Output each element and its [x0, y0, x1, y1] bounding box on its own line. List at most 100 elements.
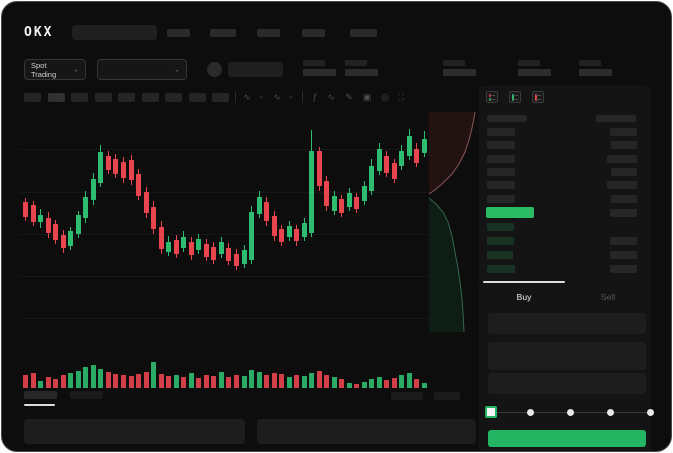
timeframe-pill-5[interactable]	[118, 93, 135, 102]
volume-bar	[204, 375, 209, 388]
draw-pencil-icon[interactable]: ✎	[345, 92, 353, 102]
tab-sell[interactable]: Sell	[600, 292, 616, 302]
ask-row-amount[interactable]	[610, 128, 637, 136]
nav-item-4[interactable]	[302, 29, 325, 37]
orderbook-bids-view-icon[interactable]	[509, 91, 521, 103]
candle	[399, 151, 404, 166]
total-input[interactable]	[488, 373, 646, 394]
volume-bar	[309, 373, 314, 388]
candle-wick	[221, 237, 222, 258]
orderbook-split-view-icon[interactable]	[486, 91, 498, 103]
bid-row-price[interactable]	[487, 223, 514, 231]
candle	[422, 139, 427, 153]
nav-item-3[interactable]	[257, 29, 280, 37]
fullscreen-icon[interactable]: ⛶	[397, 92, 405, 102]
volume-bar	[302, 376, 307, 388]
timeframe-pill-1[interactable]	[24, 93, 41, 102]
camera-snapshot-icon[interactable]: ▣	[362, 92, 372, 102]
pair-selector-dropdown[interactable]: ⌄	[97, 59, 187, 80]
volume-bar	[31, 373, 36, 388]
slider-stop-100[interactable]	[646, 408, 654, 416]
bottom-field-right[interactable]	[257, 419, 476, 444]
ask-row-price[interactable]	[487, 141, 515, 149]
slider-handle[interactable]	[485, 406, 497, 418]
bid-row-amount[interactable]	[610, 237, 637, 245]
settings-gear-icon[interactable]: ◎	[381, 92, 389, 102]
volume-bar	[339, 379, 344, 388]
bid-row-price[interactable]	[487, 251, 513, 259]
ticker-stat-1	[303, 60, 336, 76]
compare-icon[interactable]: ∿	[273, 92, 281, 102]
timeframe-pill-6[interactable]	[141, 93, 159, 102]
ask-row-amount[interactable]	[611, 195, 637, 203]
candle-wick	[319, 147, 320, 191]
candle	[189, 242, 194, 255]
ask-row-amount[interactable]	[607, 181, 637, 189]
bottom-action-1[interactable]	[391, 392, 423, 400]
bottom-tab-order-history[interactable]	[70, 391, 103, 399]
pair-coin-avatar[interactable]	[207, 62, 222, 77]
search-input[interactable]	[72, 25, 157, 40]
ticker-stat-4	[518, 60, 551, 76]
market-type-dropdown[interactable]: Spot Trading ⌄	[24, 59, 86, 80]
candle	[113, 159, 118, 174]
ask-row-amount[interactable]	[607, 155, 637, 163]
timeframe-pill-2[interactable]	[47, 93, 65, 102]
bid-row-amount[interactable]	[610, 251, 637, 259]
price-input[interactable]	[488, 313, 646, 334]
volume-bar	[23, 375, 28, 388]
volume-bar	[196, 378, 201, 388]
ask-row-price[interactable]	[487, 155, 515, 163]
timeframe-pill-7[interactable]	[165, 93, 182, 102]
slider-stop-50[interactable]	[567, 408, 574, 416]
ask-row-price[interactable]	[487, 128, 515, 136]
ask-row-amount[interactable]	[611, 141, 637, 149]
candle-wick	[161, 221, 162, 254]
candle	[151, 207, 156, 229]
volume-bar	[422, 383, 427, 388]
tab-buy[interactable]: Buy	[516, 292, 532, 302]
ask-row-price[interactable]	[487, 181, 515, 189]
timeframe-pill-9[interactable]	[212, 93, 229, 102]
candle	[53, 224, 58, 240]
indicators-icon[interactable]: ƒ	[312, 92, 318, 102]
volume-bar	[68, 373, 73, 388]
nav-item-5[interactable]	[350, 29, 377, 37]
okx-logo[interactable]: OKX	[24, 25, 54, 40]
volume-bar	[279, 374, 284, 388]
ask-row-price[interactable]	[487, 195, 515, 203]
chevron-down-icon[interactable]: ⌄	[258, 93, 264, 100]
chart-gridline	[20, 276, 429, 277]
bid-row-amount[interactable]	[610, 265, 637, 273]
nav-item-2[interactable]	[210, 29, 236, 37]
volume-bar	[136, 374, 141, 388]
last-row-amount[interactable]	[610, 209, 637, 217]
orderbook-asks-view-icon[interactable]	[532, 91, 544, 103]
nav-item-1[interactable]	[167, 29, 190, 37]
timeframe-pill-8[interactable]	[188, 93, 206, 102]
bottom-field-left[interactable]	[24, 419, 245, 444]
last-price-highlight[interactable]	[486, 207, 534, 218]
chevron-down-icon[interactable]: ⌄	[288, 93, 294, 100]
bottom-tab-open-orders[interactable]	[24, 391, 57, 399]
slider-stop-75[interactable]	[606, 408, 614, 416]
ask-row-amount[interactable]	[611, 168, 637, 176]
candle-wick	[311, 130, 312, 237]
volume-bar	[234, 375, 239, 388]
volume-bar	[347, 383, 352, 388]
line-tool-icon[interactable]: ∿	[327, 92, 335, 102]
candle-style-icon[interactable]: ∿	[243, 92, 251, 102]
volume-bar	[369, 379, 374, 388]
bid-row-price[interactable]	[487, 265, 515, 273]
bottom-action-2[interactable]	[434, 392, 460, 400]
buy-submit-button[interactable]	[488, 430, 646, 447]
bid-row-price[interactable]	[487, 237, 514, 245]
timeframe-pill-4[interactable]	[94, 93, 112, 102]
timeframe-pill-3[interactable]	[71, 93, 88, 102]
candle	[23, 202, 28, 217]
candle-wick	[78, 211, 79, 238]
amount-input[interactable]	[488, 342, 646, 370]
volume-bar	[272, 373, 277, 388]
ask-row-price[interactable]	[487, 168, 515, 176]
slider-stop-25[interactable]	[527, 408, 535, 416]
